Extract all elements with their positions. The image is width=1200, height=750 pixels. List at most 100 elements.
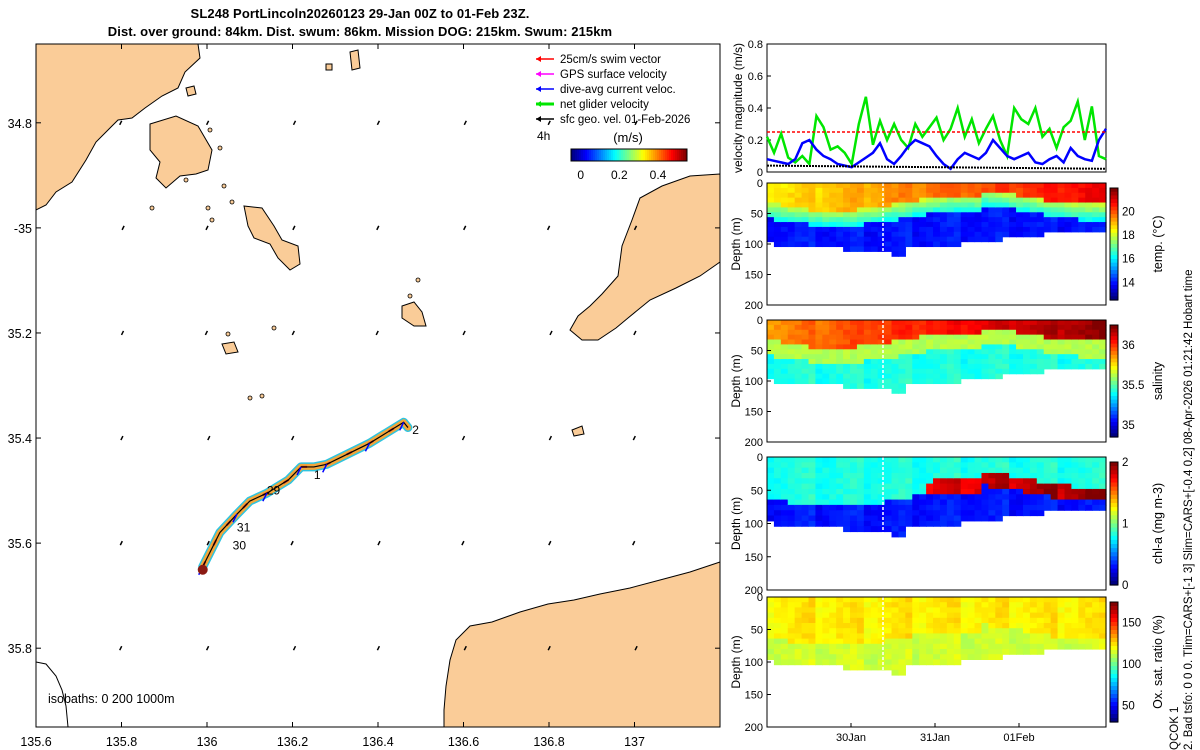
section-cell — [808, 623, 817, 629]
section-cell — [856, 368, 865, 375]
section-cell — [1057, 363, 1066, 370]
section-cell — [912, 359, 920, 365]
section-cell — [870, 510, 879, 517]
track-line — [202, 421, 409, 568]
section-cell — [960, 192, 969, 199]
sfc-geo-arrow — [461, 435, 466, 441]
section-cell — [933, 217, 941, 223]
section-cell — [981, 344, 989, 350]
section-cell — [1009, 643, 1017, 650]
section-cell — [919, 462, 927, 469]
section-cell — [780, 607, 789, 614]
section-cell — [850, 236, 858, 243]
section-cell — [870, 212, 879, 218]
section-cell — [863, 344, 872, 350]
section-cell — [988, 607, 996, 614]
section-cell — [988, 329, 996, 336]
colorbar-cell — [1110, 638, 1118, 643]
section-cell — [905, 236, 913, 243]
section-cell — [1009, 320, 1017, 326]
section-cell — [1078, 222, 1086, 228]
section-cell — [1002, 320, 1010, 326]
section-cell — [919, 520, 927, 527]
section-cell — [780, 324, 789, 331]
section-cell — [946, 187, 955, 194]
sfc-geo-arrow — [291, 330, 295, 336]
section-cell — [1009, 649, 1017, 655]
colorbar-cell — [1110, 210, 1118, 215]
section-cell — [926, 499, 934, 506]
section-cell — [870, 457, 879, 463]
section-cell — [981, 207, 989, 213]
section-cell — [877, 617, 886, 624]
section-cell — [843, 628, 851, 634]
colorbar-cell — [619, 149, 622, 161]
section-cell — [787, 494, 796, 501]
section-cell — [850, 638, 858, 645]
section-cell — [995, 344, 1003, 350]
section-cell — [1016, 183, 1024, 189]
section-cell — [1071, 217, 1079, 223]
section-cell — [1043, 202, 1052, 208]
section-cell — [919, 488, 927, 495]
section-cell — [794, 197, 803, 204]
colorbar-cell — [1110, 646, 1118, 651]
section-cell — [912, 183, 920, 189]
section-cell — [767, 472, 775, 479]
section-cell — [1092, 339, 1100, 345]
section-cell — [877, 612, 886, 619]
section-cell — [967, 202, 976, 208]
section-cell — [843, 344, 851, 350]
colorbar-cell — [1110, 539, 1118, 545]
section-cell — [1071, 183, 1079, 189]
section-cell — [1064, 494, 1073, 501]
section-cell — [1078, 607, 1086, 614]
section-cell — [815, 504, 823, 511]
section-cell — [856, 378, 865, 385]
section-cell — [898, 368, 906, 375]
section-cell — [981, 467, 989, 474]
land-islet — [183, 177, 189, 183]
section-cell — [898, 654, 906, 660]
land-islet — [207, 127, 213, 133]
section-y-tick-label: 0 — [757, 315, 763, 327]
section-cell — [843, 329, 851, 336]
section-cell — [1099, 488, 1107, 495]
section-cell — [988, 183, 996, 189]
section-cell — [1009, 349, 1017, 355]
section-cell — [829, 339, 837, 345]
section-cell — [815, 643, 823, 650]
section-cell — [856, 246, 865, 252]
colorbar-cell — [1110, 369, 1118, 375]
section-cell — [953, 633, 962, 640]
section-cell — [919, 359, 927, 365]
section-cell — [974, 643, 983, 650]
section-cell — [1009, 202, 1017, 208]
section-cell — [967, 231, 976, 238]
section-cell — [850, 520, 858, 527]
section-cell — [767, 217, 775, 223]
colorbar-cell — [1110, 602, 1118, 607]
section-cell — [794, 349, 803, 355]
section-cell — [801, 359, 810, 365]
sfc-geo-arrow — [121, 225, 125, 231]
section-cell — [1078, 472, 1086, 479]
sfc-geo-arrow — [632, 435, 636, 441]
section-cell — [926, 187, 934, 194]
section-cell — [1050, 462, 1059, 469]
section-cell — [1050, 197, 1059, 204]
section-cell — [946, 472, 955, 479]
section-cell — [933, 202, 941, 208]
colorbar-cell — [657, 149, 660, 161]
section-cell — [1036, 633, 1045, 640]
colorbar-cell — [631, 149, 634, 161]
section-cell — [1050, 607, 1059, 614]
section-cell — [787, 515, 796, 522]
section-cell — [1029, 499, 1038, 506]
section-cell — [933, 654, 941, 660]
section-cell — [1016, 329, 1024, 336]
section-cell — [912, 494, 920, 501]
section-cell — [815, 494, 823, 501]
section-cell — [1016, 617, 1024, 624]
section-cell — [981, 510, 989, 517]
